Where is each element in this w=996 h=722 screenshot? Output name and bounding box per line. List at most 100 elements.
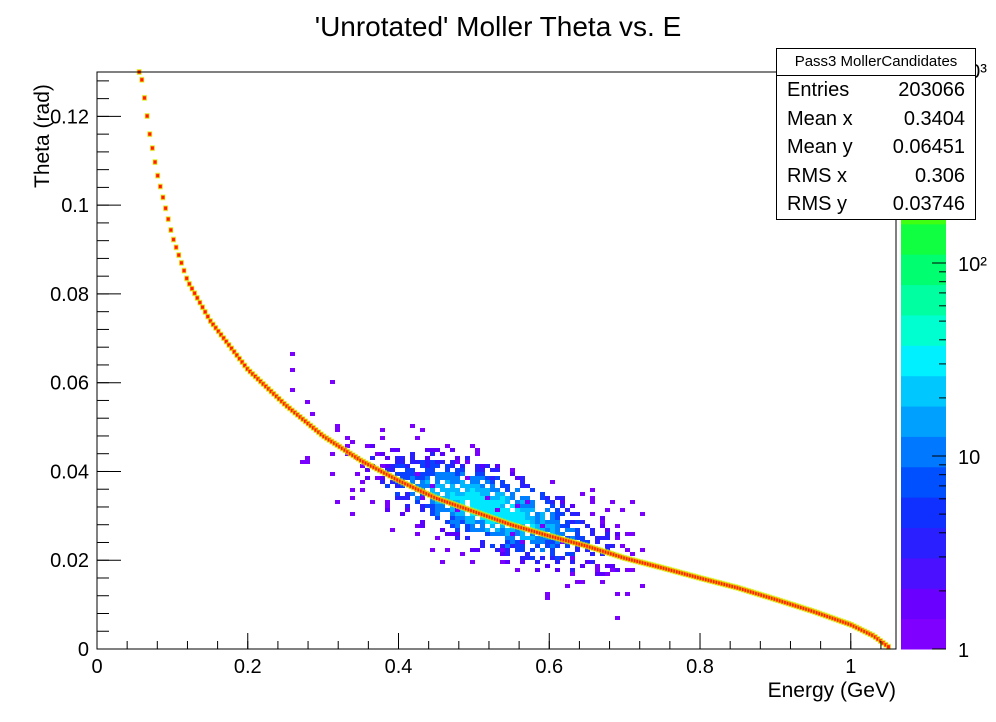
ridge-core bbox=[778, 599, 782, 603]
ridge-core bbox=[607, 551, 611, 555]
heatmap-cell bbox=[500, 504, 505, 508]
heatmap-cell bbox=[440, 488, 445, 492]
ridge-core bbox=[573, 541, 576, 545]
heatmap-cell bbox=[455, 496, 460, 500]
heatmap-cell bbox=[370, 500, 375, 504]
heatmap-cell bbox=[480, 484, 485, 488]
heatmap-cell bbox=[450, 496, 455, 500]
ridge-core bbox=[728, 584, 732, 588]
heatmap-cell bbox=[460, 500, 465, 504]
heatmap-cell bbox=[425, 472, 430, 476]
ridge-core bbox=[480, 512, 484, 516]
heatmap-cell bbox=[390, 480, 395, 484]
ridge-core bbox=[264, 384, 268, 388]
heatmap-cell bbox=[530, 556, 535, 560]
heatmap-cell bbox=[570, 560, 575, 564]
heatmap-cell bbox=[520, 544, 525, 548]
heatmap-cell bbox=[515, 516, 520, 520]
heatmap-cell bbox=[575, 520, 580, 524]
stats-box: Pass3 MollerCandidates Entries 203066 Me… bbox=[776, 48, 976, 220]
heatmap-cell bbox=[535, 524, 540, 528]
heatmap-cell bbox=[550, 540, 555, 544]
ridge-core bbox=[325, 436, 328, 440]
heatmap-cell bbox=[565, 508, 570, 512]
ridge-core bbox=[691, 574, 695, 578]
ridge-core bbox=[676, 570, 679, 574]
heatmap-cell bbox=[515, 508, 520, 512]
heatmap-cell bbox=[590, 560, 595, 564]
heatmap-cell bbox=[455, 472, 460, 476]
heatmap-cell bbox=[545, 596, 550, 600]
ridge-core bbox=[209, 319, 212, 323]
heatmap-cell bbox=[545, 496, 550, 500]
heatmap-cell bbox=[575, 536, 580, 540]
heatmap-cell bbox=[570, 528, 575, 532]
heatmap-cell bbox=[605, 528, 610, 532]
heatmap-cell bbox=[395, 484, 400, 488]
heatmap-cell bbox=[490, 520, 495, 524]
heatmap-cell bbox=[610, 544, 615, 548]
heatmap-cell bbox=[490, 544, 495, 548]
heatmap-cell bbox=[395, 492, 400, 496]
heatmap-cell bbox=[445, 468, 450, 472]
heatmap-cell bbox=[540, 492, 545, 496]
heatmap-cell bbox=[495, 528, 500, 532]
heatmap-cell bbox=[515, 504, 520, 508]
heatmap-cell bbox=[575, 580, 580, 584]
ridge-core bbox=[317, 430, 321, 434]
ridge-core bbox=[694, 575, 698, 579]
heatmap-cell bbox=[500, 484, 505, 488]
heatmap-cell bbox=[425, 464, 430, 468]
heatmap-cell bbox=[380, 436, 385, 440]
ridge-core bbox=[190, 287, 194, 291]
heatmap-cell bbox=[555, 528, 560, 532]
heatmap-cell bbox=[430, 452, 435, 456]
heatmap-cell bbox=[500, 552, 505, 556]
heatmap-cell bbox=[550, 512, 555, 516]
ridge-core bbox=[530, 529, 534, 533]
heatmap-cell bbox=[310, 412, 315, 416]
color-scale-step bbox=[901, 497, 946, 529]
ridge-core bbox=[881, 641, 885, 645]
heatmap-cell bbox=[420, 504, 425, 508]
heatmap-cell bbox=[440, 504, 445, 508]
heatmap-cell bbox=[485, 500, 490, 504]
heatmap-cell bbox=[395, 448, 400, 452]
heatmap-cell bbox=[485, 480, 490, 484]
ridge-core bbox=[884, 643, 888, 647]
heatmap-cell bbox=[475, 528, 480, 532]
color-scale-step bbox=[901, 223, 946, 255]
ridge-core bbox=[298, 415, 302, 419]
heatmap-cell bbox=[445, 532, 450, 536]
heatmap-cell bbox=[570, 504, 575, 508]
ridge-core bbox=[206, 315, 210, 319]
heatmap-cell bbox=[480, 508, 485, 512]
ridge-core bbox=[488, 515, 492, 519]
heatmap-cell bbox=[535, 568, 540, 572]
heatmap-cell bbox=[465, 520, 470, 524]
ridge-core bbox=[211, 322, 215, 326]
ridge-core bbox=[683, 572, 687, 576]
heatmap-cell bbox=[520, 512, 525, 516]
ridge-core bbox=[744, 588, 748, 592]
ridge-core bbox=[486, 514, 489, 518]
heatmap-cell bbox=[480, 464, 485, 468]
heatmap-cell bbox=[490, 512, 495, 516]
stats-value: 0.3404 bbox=[903, 107, 965, 130]
heatmap-cell bbox=[605, 536, 610, 540]
ridge-core bbox=[417, 488, 421, 492]
heatmap-cell bbox=[525, 556, 530, 560]
heatmap-cell bbox=[490, 496, 495, 500]
ridge-core bbox=[362, 460, 365, 464]
heatmap-cell bbox=[505, 532, 510, 536]
heatmap-cell bbox=[580, 520, 585, 524]
heatmap-cell bbox=[405, 496, 410, 500]
heatmap-cell bbox=[515, 540, 520, 544]
color-scale-step bbox=[901, 588, 946, 620]
ridge-core bbox=[768, 596, 772, 600]
heatmap-cell bbox=[550, 528, 555, 532]
heatmap-cell bbox=[490, 524, 495, 528]
heatmap-cell bbox=[495, 468, 500, 472]
heatmap-cell bbox=[500, 548, 505, 552]
ridge-core bbox=[277, 397, 281, 401]
